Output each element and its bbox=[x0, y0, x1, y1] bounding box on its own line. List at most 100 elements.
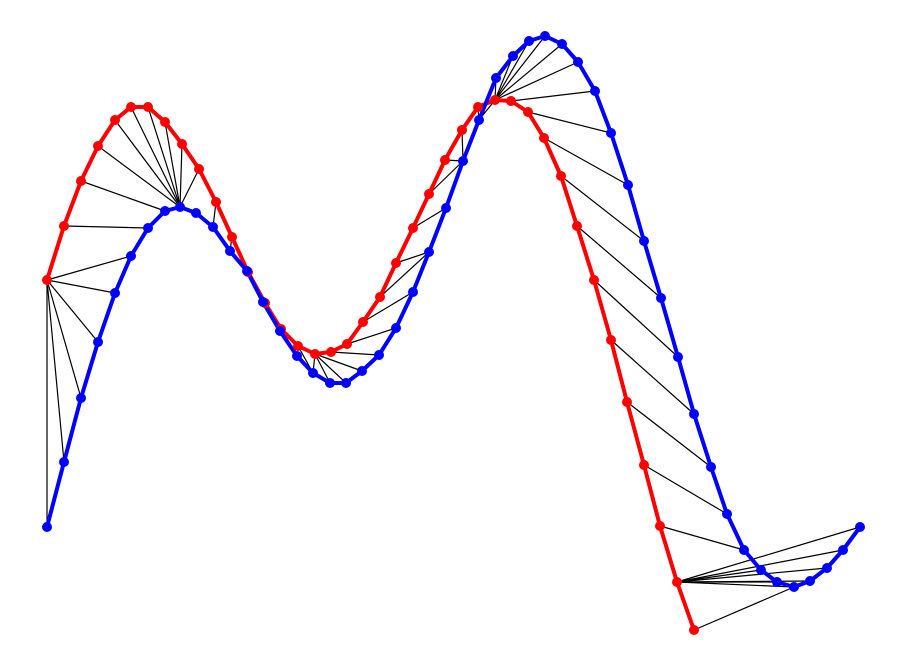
red-series-point bbox=[672, 577, 682, 587]
red-series-line bbox=[45, 98, 696, 632]
connector-line bbox=[114, 119, 181, 208]
connector-line bbox=[676, 569, 762, 583]
connector-line bbox=[412, 207, 447, 229]
blue-series-point bbox=[143, 223, 153, 233]
blue-series-point bbox=[805, 576, 815, 586]
connector-line bbox=[46, 279, 82, 399]
red-series-point bbox=[76, 176, 86, 186]
red-series-point bbox=[194, 164, 204, 174]
connector-line bbox=[494, 55, 514, 101]
blue-series-point bbox=[374, 350, 384, 360]
connector-line bbox=[130, 106, 181, 208]
red-series-point bbox=[606, 335, 616, 345]
connector-line bbox=[676, 526, 861, 583]
blue-series-point bbox=[491, 73, 501, 83]
blue-series-point bbox=[838, 545, 848, 555]
red-series-point bbox=[293, 341, 303, 351]
blue-series-point bbox=[441, 203, 451, 213]
red-series-point bbox=[160, 117, 170, 127]
blue-series-point bbox=[292, 351, 302, 361]
red-series-point bbox=[391, 258, 401, 268]
blue-series-point bbox=[275, 326, 285, 336]
connector-line bbox=[147, 106, 181, 208]
blue-series-point bbox=[126, 251, 136, 261]
connector-line bbox=[626, 401, 712, 468]
blue-series-point bbox=[308, 368, 318, 378]
blue-series-point bbox=[76, 393, 86, 403]
connector-line bbox=[576, 225, 662, 299]
connector-line bbox=[428, 160, 464, 195]
red-series-point bbox=[310, 349, 320, 359]
connector-line bbox=[593, 279, 679, 358]
connector-line bbox=[164, 121, 181, 208]
connector-line bbox=[80, 180, 166, 212]
connector-line bbox=[179, 168, 200, 208]
blue-series-point bbox=[110, 288, 120, 298]
connector-line bbox=[494, 35, 546, 101]
red-series-point bbox=[655, 521, 665, 531]
blue-series-point bbox=[408, 287, 418, 297]
connector-line bbox=[314, 353, 363, 372]
series-lines bbox=[45, 34, 862, 632]
red-series-point bbox=[539, 133, 549, 143]
connector-line bbox=[560, 175, 645, 242]
red-series-point bbox=[689, 625, 699, 635]
red-series-point bbox=[523, 107, 533, 117]
connector-line bbox=[676, 567, 828, 583]
blue-series-point bbox=[458, 156, 468, 166]
connector-line bbox=[314, 353, 331, 384]
blue-series-point bbox=[606, 128, 616, 138]
connector-line bbox=[362, 291, 414, 323]
blue-series-point bbox=[855, 522, 865, 532]
red-series-point bbox=[93, 141, 103, 151]
red-series-point bbox=[143, 102, 153, 112]
red-series-point bbox=[177, 139, 187, 149]
blue-series-point bbox=[706, 462, 716, 472]
connector-line bbox=[676, 580, 811, 583]
connector-line bbox=[643, 464, 728, 515]
connector-line bbox=[494, 61, 579, 101]
blue-series-point bbox=[225, 246, 235, 256]
blue-series-point bbox=[557, 39, 567, 49]
blue-series-point bbox=[789, 582, 799, 592]
blue-series-point bbox=[524, 36, 534, 46]
blue-series-point bbox=[623, 180, 633, 190]
red-series-point bbox=[473, 102, 483, 112]
blue-series-point bbox=[391, 323, 401, 333]
red-series-point bbox=[424, 189, 434, 199]
red-series-point bbox=[211, 197, 221, 207]
connector-lines bbox=[46, 35, 861, 631]
blue-series-point bbox=[93, 337, 103, 347]
connector-line bbox=[314, 353, 347, 384]
blue-series-point bbox=[573, 57, 583, 67]
red-series-point bbox=[506, 96, 516, 106]
connector-line bbox=[179, 143, 183, 208]
connector-line bbox=[46, 279, 116, 294]
connector-line bbox=[346, 327, 397, 345]
blue-series-point bbox=[341, 378, 351, 388]
connector-line bbox=[46, 255, 132, 281]
red-series-point bbox=[589, 275, 599, 285]
blue-series-line bbox=[45, 34, 862, 589]
blue-series-point bbox=[474, 115, 484, 125]
red-series-point bbox=[622, 397, 632, 407]
blue-series-point bbox=[59, 457, 69, 467]
blue-series-point bbox=[656, 293, 666, 303]
blue-series-point bbox=[508, 51, 518, 61]
blue-series-point bbox=[739, 545, 749, 555]
blue-series-point bbox=[673, 352, 683, 362]
blue-series-point bbox=[822, 563, 832, 573]
blue-series-point bbox=[639, 236, 649, 246]
blue-series-point bbox=[175, 202, 185, 212]
connector-line bbox=[610, 339, 695, 415]
connector-line bbox=[494, 43, 563, 101]
red-series-point bbox=[408, 223, 418, 233]
blue-series-point bbox=[424, 247, 434, 257]
connector-line bbox=[46, 279, 65, 463]
red-series-point bbox=[227, 232, 237, 242]
blue-series-point bbox=[325, 378, 335, 388]
connector-line bbox=[46, 279, 99, 343]
connector-line bbox=[330, 351, 380, 356]
red-series-point bbox=[440, 155, 450, 165]
